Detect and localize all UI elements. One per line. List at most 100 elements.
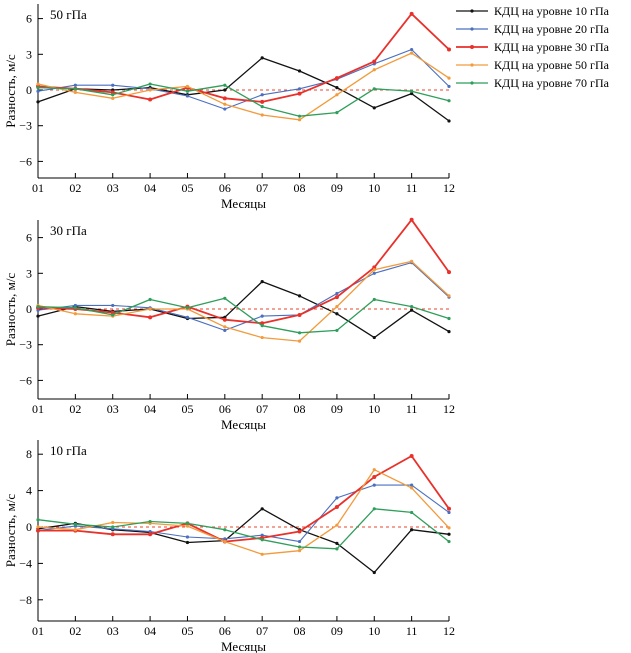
x-tick-label: 04 [144, 624, 156, 638]
series-line-5 [37, 83, 450, 117]
data-point [148, 82, 152, 86]
data-point [73, 87, 77, 91]
x-tick-label: 06 [219, 624, 231, 638]
data-point [409, 454, 414, 459]
data-point [447, 294, 451, 298]
x-tick-label: 07 [256, 402, 268, 416]
data-point [260, 335, 264, 340]
data-point [73, 306, 77, 310]
chart-panel-1: 6 3 0 −3 −601 02 03 04 05 06 07 08 09 10 11 12 Месяцы Раз… [3, 4, 455, 211]
data-point [410, 91, 414, 96]
data-point [111, 313, 115, 317]
data-point [260, 314, 264, 318]
y-tick-label: 0 [26, 83, 32, 97]
data-point [410, 47, 414, 52]
data-point [148, 297, 152, 302]
x-tick-label: 11 [406, 624, 418, 638]
x-tick-label: 03 [107, 402, 119, 416]
data-point [260, 280, 264, 284]
data-point [372, 268, 376, 272]
x-tick-label: 12 [443, 624, 455, 638]
x-tick-label: 01 [32, 624, 44, 638]
panel-title: 50 гПа [50, 7, 87, 22]
data-point [297, 69, 302, 73]
data-point [334, 504, 339, 509]
data-point [110, 310, 115, 315]
data-point [223, 537, 227, 541]
data-point [185, 306, 190, 310]
data-point [372, 474, 377, 479]
data-point [36, 525, 40, 529]
data-point [372, 87, 376, 91]
legend-label: КДЦ на уровне 70 гПа [494, 76, 610, 90]
x-tick-label: 09 [331, 181, 343, 195]
data-point [335, 541, 339, 545]
series-line-2 [37, 48, 450, 110]
panel-title: 10 гПа [50, 443, 87, 458]
data-point [223, 83, 227, 87]
data-point [185, 535, 190, 539]
data-point [223, 107, 227, 111]
series-line-3 [37, 218, 450, 325]
data-point [260, 507, 264, 511]
chart-panel-3: 8 4 0 −4 −8 01 02 03 04 05 06 07 08 09 10 11 12 Месяцы Раз… [3, 440, 455, 653]
data-point [185, 89, 190, 93]
data-point [410, 89, 414, 93]
legend: КДЦ на уровне 10 гПа КДЦ на уровне 20 гПа… [456, 4, 610, 90]
data-point [372, 570, 376, 575]
x-tick-label: 02 [69, 402, 81, 416]
x-tick-label: 10 [368, 181, 380, 195]
y-tick-label: −3 [19, 119, 32, 133]
x-tick-label: 12 [443, 402, 455, 416]
data-point [447, 270, 451, 275]
series-line-4 [37, 260, 450, 342]
y-tick-label: −6 [19, 154, 32, 168]
data-point [36, 314, 40, 318]
data-point [447, 84, 451, 89]
data-point [260, 105, 264, 109]
legend-marker [470, 45, 474, 49]
data-point [36, 82, 40, 86]
x-tick-label: 07 [256, 624, 268, 638]
series-line-3 [37, 12, 450, 103]
data-point [335, 523, 339, 527]
legend-marker [470, 27, 474, 31]
data-point [372, 106, 376, 110]
x-tick-label: 03 [107, 624, 119, 638]
data-point [410, 486, 414, 490]
legend-label: КДЦ на уровне 20 гПа [494, 22, 610, 36]
data-point [148, 88, 152, 92]
series-line-2 [37, 484, 450, 543]
legend-label: КДЦ на уровне 50 гПа [494, 58, 610, 72]
data-point [334, 295, 339, 300]
data-point [185, 540, 190, 545]
x-tick-label: 08 [294, 402, 306, 416]
data-point [36, 528, 40, 533]
data-point [447, 119, 451, 123]
x-tick-label: 05 [181, 624, 193, 638]
data-point [372, 297, 376, 302]
x-tick-label: 09 [331, 624, 343, 638]
x-axis-label: Месяцы [221, 639, 266, 653]
series-line-4 [37, 469, 450, 555]
y-tick-label: 6 [26, 231, 32, 245]
data-point [372, 271, 376, 275]
x-tick-label: 12 [443, 181, 455, 195]
data-point [73, 312, 77, 316]
data-point [297, 312, 302, 317]
data-point [111, 93, 115, 97]
y-tick-label: 8 [26, 447, 32, 461]
y-tick-label: −3 [19, 338, 32, 352]
data-point [36, 89, 40, 93]
series-line-1 [37, 280, 450, 339]
y-tick-label: −8 [19, 593, 32, 607]
data-point [223, 328, 227, 333]
data-point [447, 76, 451, 80]
legend-marker [470, 63, 474, 67]
data-point [110, 532, 115, 537]
data-point [73, 83, 77, 87]
data-point [335, 111, 339, 115]
legend-marker [470, 81, 474, 85]
y-tick-label: 0 [26, 520, 32, 534]
panel-title: 30 гПа [50, 223, 87, 238]
